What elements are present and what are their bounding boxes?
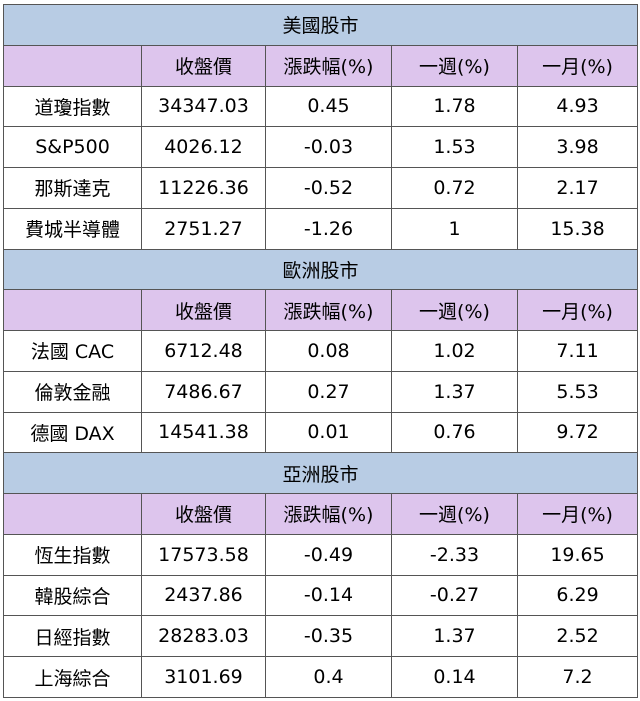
index-name: 費城半導體 bbox=[3, 207, 142, 250]
close-price: 14541.38 bbox=[141, 411, 266, 454]
close-price: 34347.03 bbox=[141, 85, 266, 128]
index-name: 日經指數 bbox=[3, 615, 142, 657]
index-name: 倫敦金融 bbox=[3, 370, 142, 413]
week-pct: 0.76 bbox=[391, 411, 518, 454]
header-week-pct: 一週(%) bbox=[391, 44, 518, 87]
section-europe-title-row: 歐洲股市 bbox=[2, 248, 639, 291]
week-pct: 1.53 bbox=[391, 126, 518, 168]
index-name: 德國 DAX bbox=[3, 411, 142, 454]
month-pct: 19.65 bbox=[516, 533, 639, 576]
column-header-row: 收盤價 漲跌幅(%) 一週(%) 一月(%) bbox=[3, 493, 639, 535]
close-price: 7486.67 bbox=[141, 370, 266, 413]
section-title: 美國股市 bbox=[2, 4, 639, 46]
month-pct: 9.72 bbox=[516, 411, 639, 454]
close-price: 11226.36 bbox=[141, 167, 266, 209]
table-row: 道瓊指數 34347.03 0.45 1.78 4.93 bbox=[3, 85, 639, 128]
close-price: 4026.12 bbox=[141, 126, 266, 168]
week-pct: 1.37 bbox=[391, 370, 518, 413]
index-name: 道瓊指數 bbox=[3, 85, 142, 128]
change-pct: -0.35 bbox=[265, 615, 392, 657]
header-close-price: 收盤價 bbox=[141, 493, 266, 535]
header-change-pct: 漲跌幅(%) bbox=[265, 493, 392, 535]
table-row: S&P500 4026.12 -0.03 1.53 3.98 bbox=[3, 126, 639, 168]
table-row: 那斯達克 11226.36 -0.52 0.72 2.17 bbox=[3, 167, 639, 209]
table-row: 德國 DAX 14541.38 0.01 0.76 9.72 bbox=[3, 411, 639, 454]
change-pct: -0.49 bbox=[265, 533, 392, 576]
header-month-pct: 一月(%) bbox=[516, 289, 639, 331]
index-name: 韓股綜合 bbox=[3, 574, 142, 617]
column-header-row: 收盤價 漲跌幅(%) 一週(%) 一月(%) bbox=[3, 44, 639, 87]
close-price: 17573.58 bbox=[141, 533, 266, 576]
header-close-price: 收盤價 bbox=[141, 44, 266, 87]
change-pct: 0.27 bbox=[265, 370, 392, 413]
month-pct: 7.2 bbox=[516, 656, 639, 698]
header-blank-cell bbox=[3, 493, 142, 535]
index-name: 法國 CAC bbox=[3, 330, 142, 372]
header-change-pct: 漲跌幅(%) bbox=[265, 289, 392, 331]
header-close-price: 收盤價 bbox=[141, 289, 266, 331]
table-row: 上海綜合 3101.69 0.4 0.14 7.2 bbox=[3, 656, 639, 698]
change-pct: -0.03 bbox=[265, 126, 392, 168]
week-pct: 0.14 bbox=[391, 656, 518, 698]
section-title: 歐洲股市 bbox=[2, 248, 639, 291]
close-price: 3101.69 bbox=[141, 656, 266, 698]
table-row: 法國 CAC 6712.48 0.08 1.02 7.11 bbox=[3, 330, 639, 372]
header-blank-cell bbox=[3, 44, 142, 87]
table-row: 日經指數 28283.03 -0.35 1.37 2.52 bbox=[3, 615, 639, 657]
month-pct: 3.98 bbox=[516, 126, 639, 168]
change-pct: -0.14 bbox=[265, 574, 392, 617]
change-pct: 0.4 bbox=[265, 656, 392, 698]
section-title: 亞洲股市 bbox=[2, 452, 639, 494]
column-header-row: 收盤價 漲跌幅(%) 一週(%) 一月(%) bbox=[3, 289, 639, 331]
week-pct: -0.27 bbox=[391, 574, 518, 617]
close-price: 2437.86 bbox=[141, 574, 266, 617]
month-pct: 2.17 bbox=[516, 167, 639, 209]
section-us-title-row: 美國股市 bbox=[2, 4, 639, 46]
change-pct: 0.01 bbox=[265, 411, 392, 454]
index-name: 那斯達克 bbox=[3, 167, 142, 209]
close-price: 6712.48 bbox=[141, 330, 266, 372]
month-pct: 15.38 bbox=[516, 207, 639, 250]
index-name: 恆生指數 bbox=[3, 533, 142, 576]
close-price: 2751.27 bbox=[141, 207, 266, 250]
week-pct: 1 bbox=[391, 207, 518, 250]
change-pct: -0.52 bbox=[265, 167, 392, 209]
week-pct: -2.33 bbox=[391, 533, 518, 576]
month-pct: 7.11 bbox=[516, 330, 639, 372]
header-change-pct: 漲跌幅(%) bbox=[265, 44, 392, 87]
stock-market-table: 美國股市 收盤價 漲跌幅(%) 一週(%) 一月(%) 道瓊指數 34347.0… bbox=[2, 4, 639, 698]
index-name: 上海綜合 bbox=[3, 656, 142, 698]
index-name: S&P500 bbox=[3, 126, 142, 168]
change-pct: 0.45 bbox=[265, 85, 392, 128]
table-row: 韓股綜合 2437.86 -0.14 -0.27 6.29 bbox=[3, 574, 639, 617]
table-row: 倫敦金融 7486.67 0.27 1.37 5.53 bbox=[3, 370, 639, 413]
change-pct: 0.08 bbox=[265, 330, 392, 372]
week-pct: 1.02 bbox=[391, 330, 518, 372]
header-month-pct: 一月(%) bbox=[516, 44, 639, 87]
table-row: 費城半導體 2751.27 -1.26 1 15.38 bbox=[3, 207, 639, 250]
header-month-pct: 一月(%) bbox=[516, 493, 639, 535]
header-week-pct: 一週(%) bbox=[391, 493, 518, 535]
week-pct: 0.72 bbox=[391, 167, 518, 209]
month-pct: 6.29 bbox=[516, 574, 639, 617]
month-pct: 5.53 bbox=[516, 370, 639, 413]
month-pct: 4.93 bbox=[516, 85, 639, 128]
change-pct: -1.26 bbox=[265, 207, 392, 250]
close-price: 28283.03 bbox=[141, 615, 266, 657]
week-pct: 1.78 bbox=[391, 85, 518, 128]
section-asia-title-row: 亞洲股市 bbox=[2, 452, 639, 494]
week-pct: 1.37 bbox=[391, 615, 518, 657]
header-week-pct: 一週(%) bbox=[391, 289, 518, 331]
month-pct: 2.52 bbox=[516, 615, 639, 657]
header-blank-cell bbox=[3, 289, 142, 331]
table-row: 恆生指數 17573.58 -0.49 -2.33 19.65 bbox=[3, 533, 639, 576]
